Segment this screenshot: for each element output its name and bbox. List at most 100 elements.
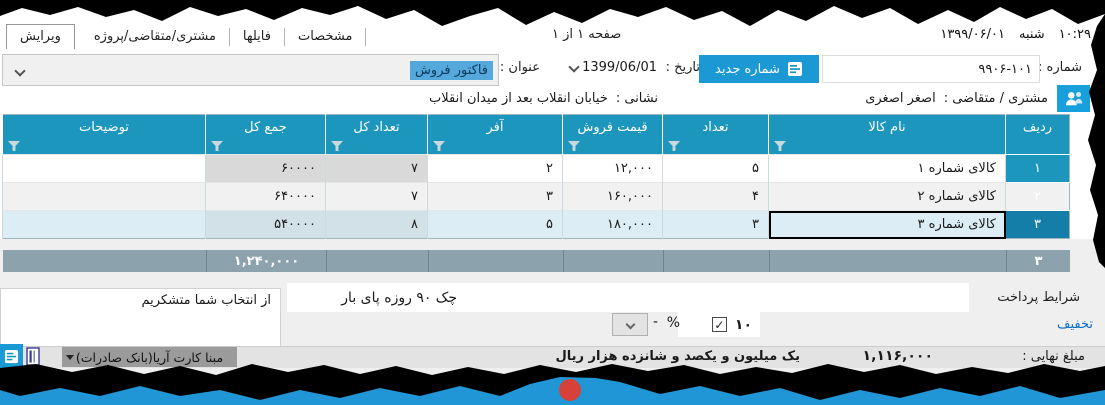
summary-empty bbox=[3, 250, 206, 272]
clock-time: ۱۰:۲۹ bbox=[1058, 27, 1091, 42]
cell-offer[interactable]: ۲ bbox=[427, 154, 563, 183]
final-amount-label: مبلغ نهایی : bbox=[1022, 349, 1085, 364]
filter-cell[interactable] bbox=[433, 141, 445, 151]
date-dropdown-chevron-icon[interactable] bbox=[568, 61, 580, 73]
tab-separator bbox=[283, 27, 285, 46]
discount-value: ۱۰ bbox=[734, 316, 752, 333]
filter-funnel-icon[interactable] bbox=[331, 141, 343, 151]
col-header-price[interactable]: قیمت فروش bbox=[562, 114, 663, 155]
filter-funnel-icon[interactable] bbox=[568, 141, 580, 151]
cell-offer[interactable]: ۵ bbox=[427, 210, 563, 239]
tab-edit[interactable]: ویرایش bbox=[6, 24, 75, 49]
col-header-qty[interactable]: تعداد bbox=[662, 114, 769, 155]
date-label: تاریخ : bbox=[665, 60, 700, 75]
filter-funnel-icon[interactable] bbox=[211, 141, 223, 151]
cell-note[interactable] bbox=[2, 210, 206, 239]
cell-total-sum: ۵۴۰۰۰۰ bbox=[205, 210, 326, 239]
col-header-total-qty[interactable]: تعداد کل bbox=[325, 114, 428, 155]
filter-funnel-icon[interactable] bbox=[774, 141, 786, 151]
discount-type-dropdown[interactable] bbox=[612, 313, 648, 336]
col-header-row-no[interactable]: ردیف bbox=[1005, 114, 1070, 155]
col-header-label: تعداد کل bbox=[353, 120, 400, 135]
tab-customer-project[interactable]: مشتری/متقاضی/پروژه bbox=[93, 28, 216, 44]
filter-cell[interactable] bbox=[8, 141, 20, 151]
cell-row-no[interactable]: ۱ bbox=[1005, 154, 1070, 183]
filter-funnel-icon[interactable] bbox=[433, 141, 445, 151]
cell-note[interactable] bbox=[2, 182, 206, 211]
cell-price[interactable]: ۱۶۰,۰۰۰ bbox=[562, 182, 663, 211]
col-header-label: تعداد bbox=[702, 120, 729, 135]
filter-cell[interactable] bbox=[568, 141, 580, 151]
grid-row-1[interactable]: ۱ کالای شماره ۱ ۵ ۱۲,۰۰۰ ۲ ۷ ۶۰۰۰۰ bbox=[2, 154, 1070, 183]
customer-picker-button[interactable] bbox=[1057, 85, 1090, 112]
payment-terms-input[interactable]: چک ۹۰ روزه پای بار bbox=[287, 283, 969, 312]
dash-sign: - bbox=[652, 314, 658, 330]
cell-price[interactable]: ۱۲,۰۰۰ bbox=[562, 154, 663, 183]
cell-qty[interactable]: ۵ bbox=[662, 154, 769, 183]
cell-qty[interactable]: ۴ bbox=[662, 182, 769, 211]
address-label: نشانی : bbox=[615, 91, 658, 106]
col-header-label: قیمت فروش bbox=[577, 120, 648, 135]
summary-empty bbox=[563, 250, 663, 272]
discount-checkbox[interactable] bbox=[711, 317, 727, 332]
title-combobox[interactable]: فاکتور فروش bbox=[2, 54, 499, 86]
cell-row-no[interactable]: ۳ bbox=[1005, 210, 1070, 239]
filter-cell[interactable] bbox=[331, 141, 343, 151]
page-indicator: صفحه ۱ از ۱ bbox=[552, 27, 622, 42]
account-dropdown[interactable]: مبنا کارت آریا(بانک صادرات) bbox=[62, 347, 237, 367]
cell-item-name[interactable]: کالای شماره ۲ bbox=[768, 182, 1006, 211]
cell-total-qty: ۷ bbox=[325, 182, 428, 211]
customer-value: اصغر اصغری bbox=[865, 91, 936, 106]
tab-specs[interactable]: مشخصات bbox=[297, 28, 353, 44]
col-header-total-sum[interactable]: جمع کل bbox=[205, 114, 326, 155]
tab-separator bbox=[365, 27, 367, 46]
grid-row-2[interactable]: ۲ کالای شماره ۲ ۴ ۱۶۰,۰۰۰ ۳ ۷ ۶۴۰۰۰۰ bbox=[2, 182, 1070, 211]
col-header-item-name[interactable]: نام کالا bbox=[768, 114, 1006, 155]
current-date: ۱۳۹۹/۰۶/۰۱ bbox=[940, 27, 1005, 42]
grid-header-row: ردیف نام کالا تعداد قیمت فروش bbox=[2, 114, 1070, 155]
grid-row-3-selected[interactable]: ۳ کالای شماره ۳ ۳ ۱۸۰,۰۰۰ ۵ ۸ ۵۴۰۰۰۰ bbox=[2, 210, 1070, 239]
cell-item-name-selected[interactable]: کالای شماره ۳ bbox=[768, 210, 1006, 239]
filter-funnel-icon[interactable] bbox=[668, 141, 680, 151]
invoice-number-input[interactable]: ۹۹۰۶-۱۰۱ bbox=[822, 55, 1040, 83]
summary-empty bbox=[663, 250, 769, 272]
customer-label: مشتری / متقاضی : bbox=[943, 91, 1048, 106]
thanks-note-textarea[interactable]: از انتخاب شما متشکریم bbox=[0, 288, 281, 347]
cell-offer[interactable]: ۳ bbox=[427, 182, 563, 211]
new-number-button[interactable]: شماره جدید bbox=[699, 55, 819, 83]
filter-cell[interactable] bbox=[211, 141, 223, 151]
filter-funnel-icon[interactable] bbox=[8, 141, 20, 151]
cell-price[interactable]: ۱۸۰,۰۰۰ bbox=[562, 210, 663, 239]
customer-field: مشتری / متقاضی : اصغر اصغری bbox=[865, 91, 1048, 106]
cell-qty[interactable]: ۳ bbox=[662, 210, 769, 239]
col-header-notes[interactable]: توضیحات bbox=[2, 114, 206, 155]
summary-row-count: ۳ bbox=[1006, 250, 1070, 272]
filter-cell[interactable] bbox=[668, 141, 680, 151]
final-amount-value: ۱,۱۱۶,۰۰۰ bbox=[862, 348, 933, 364]
totals-bar bbox=[0, 346, 1105, 368]
tab-strip: ویرایش مشتری/متقاضی/پروژه فایلها مشخصات bbox=[6, 23, 367, 50]
combo-chevron-icon[interactable] bbox=[14, 65, 26, 77]
title-label: عنوان : bbox=[499, 60, 540, 75]
list-icon-button[interactable] bbox=[0, 344, 23, 368]
number-label: شماره : bbox=[1038, 60, 1082, 75]
cell-row-no[interactable]: ۲ bbox=[1005, 182, 1070, 211]
tab-files[interactable]: فایلها bbox=[242, 28, 271, 44]
chevron-down-icon bbox=[625, 319, 635, 330]
tab-bar: ویرایش مشتری/متقاضی/پروژه فایلها مشخصات … bbox=[0, 20, 1105, 50]
discount-input[interactable]: ۱۰ bbox=[678, 312, 760, 337]
col-header-offer[interactable]: آفر bbox=[427, 114, 563, 155]
discount-link[interactable]: تخفیف bbox=[1057, 317, 1093, 332]
cell-item-name[interactable]: کالای شماره ۱ bbox=[768, 154, 1006, 183]
filter-cell[interactable] bbox=[774, 141, 786, 151]
cell-total-qty: ۸ bbox=[325, 210, 428, 239]
summary-grand-total: ۱,۲۴۰,۰۰۰ bbox=[206, 250, 326, 272]
items-grid: ردیف نام کالا تعداد قیمت فروش bbox=[2, 114, 1070, 239]
date-value[interactable]: 1399/06/01 bbox=[582, 60, 657, 75]
cell-note[interactable] bbox=[2, 154, 206, 183]
new-number-label: شماره جدید bbox=[715, 61, 780, 77]
percent-sign: % bbox=[666, 315, 680, 331]
cell-total-qty: ۷ bbox=[325, 154, 428, 183]
card-icon[interactable] bbox=[26, 347, 41, 366]
